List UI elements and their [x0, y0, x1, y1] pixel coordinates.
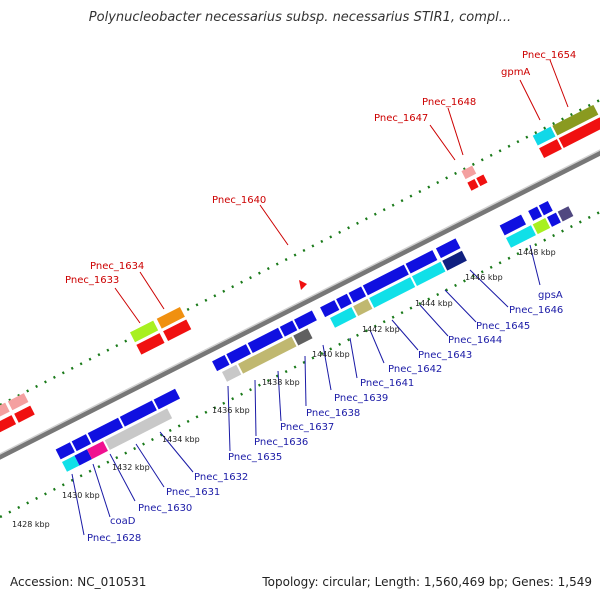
gene-label-pnec-1645: Pnec_1645	[476, 321, 530, 332]
tick-1430: 1430 kbp	[62, 491, 100, 500]
gene-label-pnec-1640: Pnec_1640	[212, 195, 266, 206]
red-feature-group-left	[0, 393, 35, 435]
gene-label-pnec-1644: Pnec_1644	[448, 335, 502, 346]
gene-label-pnec-1654: Pnec_1654	[522, 50, 576, 61]
tick-1440: 1440 kbp	[312, 350, 350, 359]
gene-label-gpma: gpmA	[501, 67, 530, 78]
tick-1442: 1442 kbp	[362, 325, 400, 334]
gene-label-coad: coaD	[110, 516, 136, 527]
forward-strand-features	[0, 104, 600, 435]
backbone	[0, 149, 600, 460]
gene-label-pnec-1636: Pnec_1636	[254, 437, 308, 448]
tick-1444: 1444 kbp	[415, 299, 453, 308]
gene-label-pnec-1643: Pnec_1643	[418, 350, 472, 361]
reverse-leader-lines	[71, 244, 541, 536]
pnec-1647-1648-group	[461, 165, 488, 191]
gene-label-pnec-1641: Pnec_1641	[360, 378, 414, 389]
gene-label-pnec-1631: Pnec_1631	[166, 487, 220, 498]
accession-text: Accession: NC_010531	[10, 575, 147, 589]
gene-label-pnec-1646: Pnec_1646	[509, 305, 563, 316]
tick-1446: 1446 kbp	[465, 273, 503, 282]
pnec-1640-marker	[299, 280, 307, 290]
scale-ticks: 1428 kbp 1430 kbp 1432 kbp 1434 kbp 1436…	[12, 248, 556, 529]
gene-label-pnec-1642: Pnec_1642	[388, 364, 442, 375]
gene-label-gpsa: gpsA	[538, 290, 563, 301]
tick-1438: 1438 kbp	[262, 378, 300, 387]
tick-1434: 1434 kbp	[162, 435, 200, 444]
gene-label-pnec-1628: Pnec_1628	[87, 533, 141, 544]
tick-1448: 1448 kbp	[518, 248, 556, 257]
gene-label-pnec-1637: Pnec_1637	[280, 422, 334, 433]
forward-gene-labels: Pnec_1633 Pnec_1634 Pnec_1640 Pnec_1647 …	[65, 50, 576, 286]
gene-label-pnec-1632: Pnec_1632	[194, 472, 248, 483]
gene-label-pnec-1634: Pnec_1634	[90, 261, 144, 272]
gene-label-pnec-1633: Pnec_1633	[65, 275, 119, 286]
pnec-1633-1634-group	[130, 306, 192, 355]
forward-leader-lines	[114, 59, 569, 324]
gene-label-pnec-1647: Pnec_1647	[374, 113, 428, 124]
tick-1436: 1436 kbp	[212, 406, 250, 415]
reverse-gene-labels: Pnec_1628 coaD Pnec_1630 Pnec_1631 Pnec_…	[87, 290, 563, 544]
gene-label-pnec-1638: Pnec_1638	[306, 408, 360, 419]
reverse-strand-features	[55, 201, 574, 472]
tick-1428: 1428 kbp	[12, 520, 50, 529]
gene-label-pnec-1648: Pnec_1648	[422, 97, 476, 108]
map-title: Polynucleobacter necessarius subsp. nece…	[88, 10, 512, 25]
gene-label-pnec-1630: Pnec_1630	[138, 503, 192, 514]
gpma-1654-group	[532, 104, 600, 159]
dotted-guides	[0, 98, 600, 519]
tick-1432: 1432 kbp	[112, 463, 150, 472]
topology-text: Topology: circular; Length: 1,560,469 bp…	[262, 575, 592, 589]
gene-label-pnec-1639: Pnec_1639	[334, 393, 388, 404]
gene-label-pnec-1635: Pnec_1635	[228, 452, 282, 463]
